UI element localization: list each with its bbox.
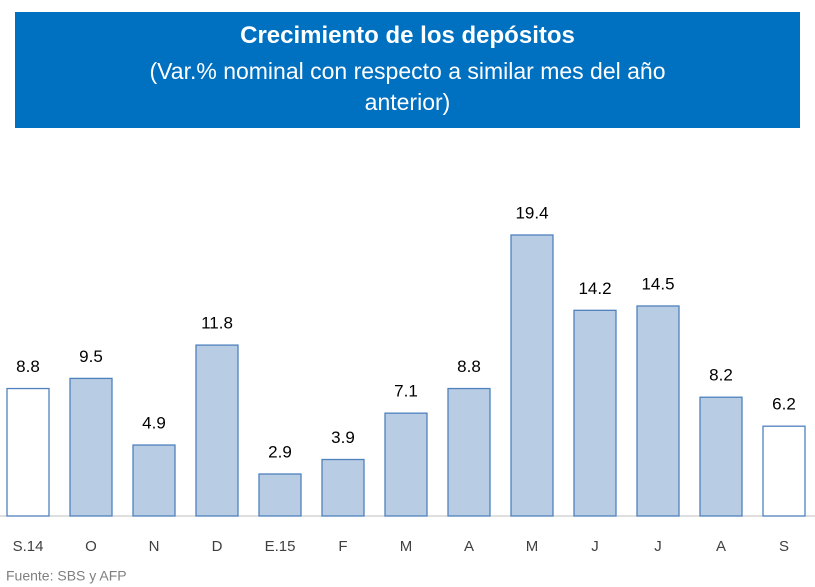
- bar: [195, 344, 239, 517]
- bar: [573, 309, 617, 517]
- bar: [447, 387, 491, 517]
- x-tick-label: J: [591, 538, 599, 555]
- x-tick-label: S: [779, 538, 789, 555]
- x-tick-label: A: [464, 538, 474, 555]
- value-label: 6.2: [772, 395, 796, 414]
- x-tick-label: N: [149, 538, 160, 555]
- bar: [321, 458, 365, 517]
- x-tick-label: E.15: [265, 538, 296, 555]
- value-label: 11.8: [201, 314, 233, 333]
- value-label: 4.9: [142, 414, 166, 433]
- x-tick-label: M: [526, 538, 539, 555]
- x-tick-label: A: [716, 538, 726, 555]
- chart-title: Crecimiento de los depósitos: [240, 22, 575, 49]
- value-label: 3.9: [331, 428, 355, 447]
- value-label: 9.5: [79, 347, 103, 366]
- bar: [636, 305, 680, 517]
- value-label: 19.4: [515, 203, 548, 222]
- bar: [510, 234, 554, 517]
- value-label: 14.2: [578, 279, 611, 298]
- bar: [762, 425, 806, 517]
- bar: [6, 387, 50, 517]
- value-label: 8.8: [457, 357, 481, 376]
- bar: [699, 396, 743, 517]
- x-tick-label: D: [212, 538, 223, 555]
- value-label: 8.8: [16, 357, 40, 376]
- value-label: 14.5: [641, 274, 674, 293]
- x-tick-label: S.14: [13, 538, 44, 555]
- value-label: 2.9: [268, 442, 292, 461]
- x-tick-label: M: [400, 538, 413, 555]
- bar: [384, 412, 428, 517]
- x-tick-label: O: [85, 538, 97, 555]
- bar: [69, 377, 113, 517]
- bar: [132, 444, 176, 517]
- title-box: Crecimiento de los depósitos (Var.% nomi…: [15, 12, 800, 128]
- x-tick-label: F: [338, 538, 347, 555]
- value-label: 7.1: [394, 382, 418, 401]
- x-tick-label: J: [654, 538, 662, 555]
- bar: [258, 473, 302, 517]
- source-note: Fuente: SBS y AFP: [6, 568, 127, 584]
- chart-subtitle: (Var.% nominal con respecto a similar me…: [149, 58, 666, 115]
- value-label: 8.2: [709, 366, 733, 385]
